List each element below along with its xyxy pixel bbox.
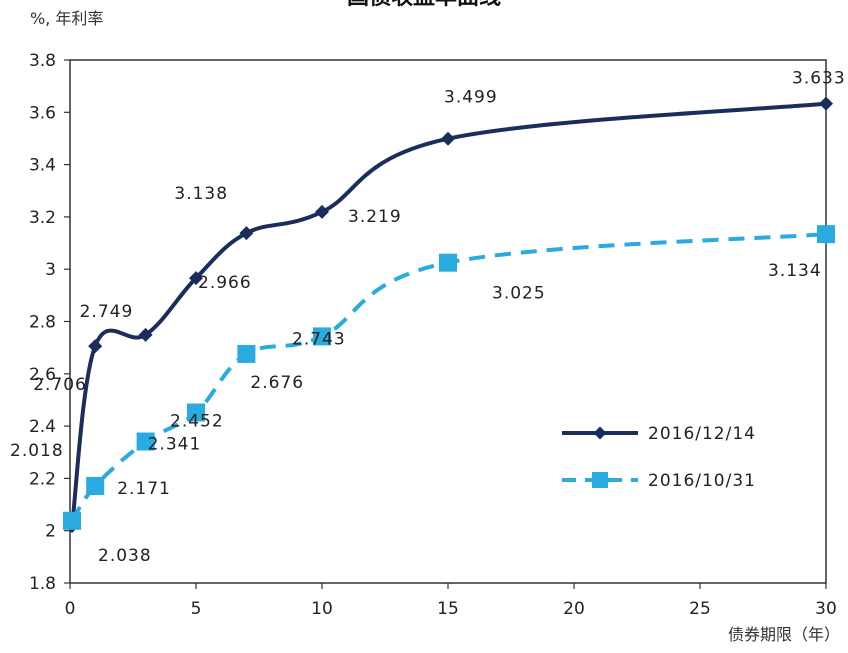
series-line-2016-12-14	[70, 101, 827, 527]
data-point-diamond	[315, 204, 329, 219]
data-point-diamond	[441, 131, 455, 146]
x-tick-label: 0	[65, 599, 76, 619]
data-label: 2.341	[148, 435, 202, 455]
data-labels: 2.0182.7062.7492.9663.1383.2193.4993.633…	[10, 69, 846, 566]
x-axis-label: 债券期限（年）	[728, 625, 840, 644]
legend-marker-diamond	[593, 426, 607, 440]
y-tick-label: 2.4	[29, 417, 56, 437]
data-label: 2.966	[198, 273, 252, 293]
x-tick-label: 10	[311, 599, 333, 619]
x-tick-label: 30	[815, 599, 837, 619]
data-label: 3.499	[444, 88, 498, 108]
y-axis-label: %, 年利率	[30, 9, 103, 28]
y-tick-label: 3.2	[29, 208, 56, 228]
y-tick-label: 3.4	[29, 156, 56, 176]
x-axis-ticks: 0 5 10 15 20 25 30	[65, 583, 837, 619]
y-tick-label: 2.6	[29, 365, 56, 385]
data-label: 2.706	[33, 375, 87, 395]
x-tick-label: 5	[191, 599, 202, 619]
legend-marker-square	[592, 472, 608, 488]
data-point-diamond	[138, 327, 153, 342]
data-point-square	[439, 253, 457, 272]
data-label: 2.676	[250, 373, 304, 393]
data-point-diamond	[189, 271, 203, 286]
data-point-square	[136, 432, 155, 451]
y-tick-label: 2.2	[29, 469, 56, 489]
data-point-square	[237, 344, 256, 363]
series-layer	[63, 96, 835, 533]
chart-title: 国债收益率曲线	[347, 0, 501, 10]
y-tick-label: 1.8	[29, 574, 56, 594]
data-point-square	[817, 225, 835, 244]
x-tick-label: 15	[437, 599, 459, 619]
series-line-2016-10-31	[70, 232, 827, 522]
x-tick-label: 20	[563, 599, 585, 619]
data-point-diamond	[819, 96, 833, 111]
data-label: 2.018	[10, 441, 64, 461]
data-label: 2.038	[98, 546, 152, 566]
x-tick-label: 25	[689, 599, 711, 619]
data-label: 2.749	[80, 302, 134, 322]
y-axis-ticks: 1.8 2 2.2 2.4 2.6 2.8 3 3.2 3.4 3.6 3.8	[29, 51, 70, 594]
legend: 2016/12/14 2016/10/31	[562, 424, 756, 491]
data-point-square	[63, 511, 82, 530]
data-label: 3.138	[174, 184, 228, 204]
y-tick-label: 3	[45, 260, 56, 280]
data-label: 3.633	[792, 69, 846, 89]
data-label: 3.219	[348, 207, 402, 227]
data-point-square	[86, 476, 105, 495]
data-point-diamond	[239, 226, 254, 241]
data-label: 2.743	[292, 329, 346, 349]
y-tick-label: 3.6	[29, 103, 56, 123]
y-tick-label: 2.8	[29, 313, 56, 333]
y-tick-label: 2	[45, 522, 56, 542]
legend-entry: 2016/10/31	[648, 471, 756, 491]
legend-entry: 2016/12/14	[648, 424, 756, 444]
data-label: 2.452	[170, 412, 224, 432]
data-point-square	[187, 403, 205, 422]
data-point-diamond	[88, 339, 103, 354]
data-label: 3.025	[492, 284, 546, 304]
y-tick-label: 3.8	[29, 51, 56, 71]
data-label: 2.171	[117, 479, 171, 499]
data-point-square	[313, 327, 331, 346]
data-label: 3.134	[768, 261, 822, 281]
